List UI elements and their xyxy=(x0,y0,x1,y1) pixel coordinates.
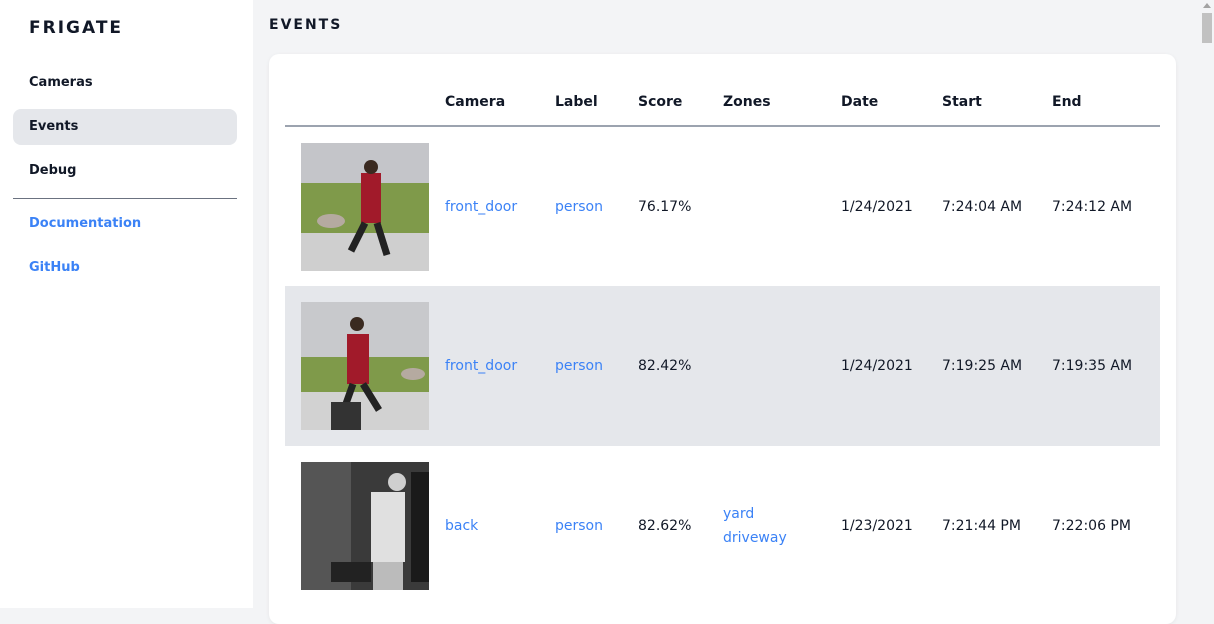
label-link[interactable]: person xyxy=(555,198,603,215)
score: 82.42% xyxy=(638,286,723,446)
start-time: 7:21:44 PM xyxy=(942,518,1021,534)
sidebar-item-events[interactable]: Events xyxy=(13,109,237,145)
event-thumbnail[interactable] xyxy=(301,142,429,271)
start-time: 7:19:25 AM xyxy=(942,286,1052,446)
camera-link[interactable]: back xyxy=(445,518,479,534)
page-title: EVENTS xyxy=(269,17,343,33)
zones: yard driveway xyxy=(723,446,841,606)
score: 82.62% xyxy=(638,518,692,534)
zones xyxy=(723,286,841,446)
col-date: Date xyxy=(841,78,942,127)
col-label: Label xyxy=(555,78,638,127)
sidebar: FRIGATE Cameras Events Debug Documentati… xyxy=(0,0,253,608)
end-time: 7:22:06 PM xyxy=(1052,518,1131,534)
date: 1/24/2021 xyxy=(841,198,913,215)
table-row[interactable]: back person 82.62% yard driveway 1/23/202… xyxy=(285,446,1160,606)
col-thumbnail xyxy=(285,78,445,127)
documentation-link[interactable]: Documentation xyxy=(29,216,142,231)
label-link[interactable]: person xyxy=(555,518,603,534)
events-card: Camera Label Score Zones Date Start End … xyxy=(269,54,1176,624)
github-link[interactable]: GitHub xyxy=(29,260,80,275)
zone-link[interactable]: yard xyxy=(723,506,755,522)
table-row[interactable]: front_door person 82.42% 1/24/2021 7:19:… xyxy=(285,286,1160,446)
brand-logo[interactable]: FRIGATE xyxy=(29,18,124,38)
camera-link[interactable]: front_door xyxy=(445,198,518,215)
camera-link[interactable]: front_door xyxy=(445,286,555,446)
zone-link[interactable]: driveway xyxy=(723,530,787,546)
start-time: 7:24:04 AM xyxy=(942,198,1023,215)
sidebar-item-cameras[interactable]: Cameras xyxy=(29,75,93,90)
label-link[interactable]: person xyxy=(555,286,638,446)
event-thumbnail[interactable] xyxy=(301,302,429,430)
date: 1/24/2021 xyxy=(841,286,942,446)
table-row[interactable]: front_door person 76.17% 1/24/2021 7:24:… xyxy=(285,126,1160,286)
events-table: Camera Label Score Zones Date Start End … xyxy=(285,78,1160,606)
end-time: 7:19:35 AM xyxy=(1052,286,1160,446)
event-thumbnail[interactable] xyxy=(301,462,429,590)
page-scrollbar[interactable] xyxy=(1199,0,1214,608)
col-start: Start xyxy=(942,78,1052,127)
zones xyxy=(723,126,841,286)
col-score: Score xyxy=(638,78,723,127)
col-zones: Zones xyxy=(723,78,841,127)
sidebar-item-debug[interactable]: Debug xyxy=(29,163,77,178)
scroll-up-icon[interactable] xyxy=(1203,3,1211,8)
date: 1/23/2021 xyxy=(841,518,913,534)
sidebar-divider xyxy=(13,198,237,199)
scrollbar-thumb[interactable] xyxy=(1202,13,1212,43)
col-end: End xyxy=(1052,78,1160,127)
end-time: 7:24:12 AM xyxy=(1052,198,1133,215)
col-camera: Camera xyxy=(445,78,555,127)
score: 76.17% xyxy=(638,198,692,215)
